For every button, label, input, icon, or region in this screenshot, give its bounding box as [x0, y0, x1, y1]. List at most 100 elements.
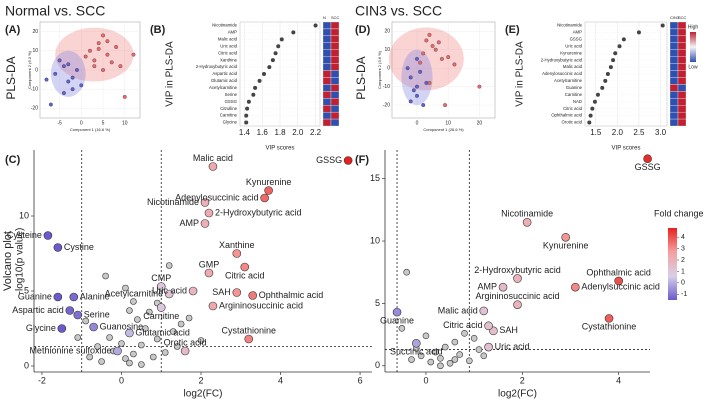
metabolite-point: [403, 268, 410, 276]
metabolite-label: GSSG: [316, 155, 342, 165]
heatmap-cell: [669, 35, 679, 43]
colorbar-tick-label: 1: [681, 268, 685, 275]
metabolite-label: 2-Hydroxybutyric acid: [215, 207, 302, 217]
colorbar: [668, 228, 677, 300]
metabolite-point: [408, 356, 415, 363]
category-label: NAD: [573, 99, 582, 104]
y-tick-label: 0: [375, 360, 380, 370]
x-tick-label: 2: [199, 375, 204, 385]
metabolite-point: [392, 307, 402, 317]
panel-title: Normal vs. SCC: [5, 3, 105, 19]
heatmap-cell: [330, 70, 340, 78]
y-axis-title: Volcano plot: [2, 231, 14, 291]
metabolite-point: [475, 346, 483, 353]
sample-point: [101, 68, 105, 72]
metabolite-label: Argininosuccinic acid: [219, 300, 303, 310]
metabolite-label: CMP: [151, 273, 171, 283]
category-label: GSSG: [225, 99, 238, 104]
metabolite-label: Guanosine: [100, 321, 144, 331]
heatmap-cell: [669, 63, 679, 71]
legend-low: Low: [688, 64, 698, 70]
metabolite-label: Nicotinamide: [147, 197, 199, 207]
category-label: Orotic acid: [561, 120, 582, 125]
metabolite-label: SAH: [212, 287, 231, 297]
sample-point: [53, 71, 58, 76]
sample-point: [96, 46, 101, 51]
x-axis-label: VIP scores: [612, 146, 641, 152]
x-tick-label: 10: [445, 120, 451, 126]
metabolite-label: Serine: [84, 309, 110, 319]
x-axis-label: VIP scores: [266, 146, 295, 152]
vip-dot: [617, 44, 622, 49]
metabolite-point: [479, 306, 489, 316]
sample-point: [88, 48, 92, 53]
x-tick-label: -5: [57, 120, 62, 126]
category-label: Nicotinamide: [212, 23, 237, 28]
metabolite-point: [208, 162, 218, 171]
heatmap-cell: [677, 118, 687, 127]
metabolite-point: [260, 193, 269, 203]
y-axis-title: VIP in PLS-DA: [165, 41, 176, 107]
heatmap-cell: [322, 91, 332, 99]
vip-dot: [273, 51, 278, 56]
metabolite-point: [125, 328, 134, 338]
metabolite-point: [98, 358, 105, 365]
metabolite-point: [432, 348, 439, 356]
metabolite-label: Malic acid: [438, 305, 478, 315]
heatmap-cell: [669, 84, 679, 92]
y-tick-label: -10: [31, 87, 38, 93]
heatmap-cell: [677, 77, 687, 85]
metabolite-label: Xanthine: [219, 240, 255, 250]
sample-point: [415, 56, 419, 61]
panel-label: (C): [5, 154, 21, 166]
panel-label: (E): [505, 24, 520, 36]
x-tick-label: 1.6: [257, 128, 269, 137]
metabolite-label: Cystathionine: [582, 322, 637, 332]
heatmap-cell: [669, 105, 679, 113]
sample-point: [48, 102, 53, 107]
heatmap-cell: [330, 91, 340, 99]
metabolite-point: [94, 343, 101, 350]
y-tick-label: 15: [370, 173, 380, 183]
metabolite-label: Citric acid: [443, 320, 483, 330]
sample-point: [427, 32, 432, 37]
heatmap-cell: [330, 84, 340, 92]
x-tick-label: 20: [477, 120, 483, 126]
metabolite-point: [197, 337, 205, 344]
sample-point: [430, 44, 435, 48]
category-label: Adenylosuccinic acid: [542, 71, 582, 76]
y-tick-label: -20: [383, 102, 390, 108]
x-tick-label: 3.0: [655, 128, 667, 137]
vip-dot: [613, 51, 618, 56]
metabolite-label: GMP: [199, 259, 220, 269]
colorbar-tick-label: 0: [681, 280, 685, 287]
metabolite-point: [437, 362, 444, 370]
metabolite-point: [264, 186, 273, 195]
sample-point: [415, 84, 419, 89]
vip-dot: [257, 78, 262, 83]
metabolite-point: [614, 276, 623, 286]
metabolite-label: Glycine: [26, 323, 56, 333]
x-tick-label: 6: [358, 375, 363, 385]
metabolite-label: Argininosuccinic acid: [475, 291, 559, 301]
sample-point: [92, 58, 97, 63]
metabolite-point: [180, 346, 190, 356]
confidence-ellipse: [55, 27, 134, 82]
sample-point: [446, 55, 451, 60]
category-label: Xanthine: [220, 57, 238, 62]
heatmap-cell: [322, 42, 332, 50]
heatmap-header: CIN3: [670, 15, 680, 20]
metabolite-point: [156, 303, 166, 312]
metabolite-point: [134, 316, 141, 323]
metabolite-point: [43, 231, 53, 240]
heatmap-cell: [322, 49, 332, 57]
metabolite-label: Uric acid: [152, 285, 187, 295]
x-tick-label: 0: [416, 120, 419, 126]
heatmap-cell: [322, 105, 332, 113]
confidence-ellipse: [401, 49, 433, 106]
metabolite-point: [113, 346, 122, 356]
metabolite-point: [513, 274, 522, 283]
sample-point: [433, 47, 438, 52]
metabolite-point: [498, 282, 508, 292]
sample-point: [96, 41, 101, 46]
